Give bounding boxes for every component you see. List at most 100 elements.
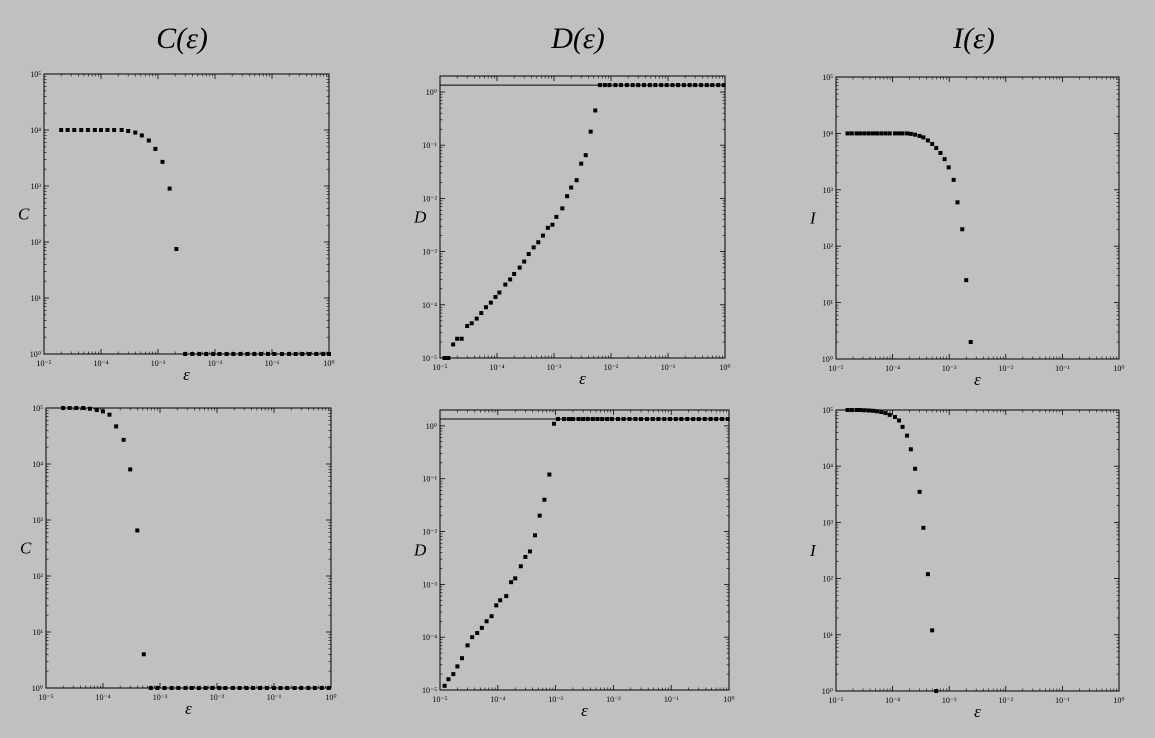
data-point-1-50 xyxy=(693,83,698,88)
data-point-4-47 xyxy=(679,417,684,422)
data-point-3-22 xyxy=(210,686,215,690)
x-tick-label-4-3: 10⁻² xyxy=(606,695,621,704)
data-point-0-1 xyxy=(65,128,70,132)
y-tick-label-1-5: 10⁰ xyxy=(426,88,437,97)
data-point-1-4 xyxy=(459,336,464,341)
y-tick-label-5-3: 10³ xyxy=(823,518,834,527)
data-point-2-8 xyxy=(879,131,884,136)
data-point-5-10 xyxy=(887,412,892,417)
data-point-1-3 xyxy=(455,336,460,341)
data-point-2-22 xyxy=(938,150,943,155)
title-d-epsilon: D(ε) xyxy=(551,22,605,55)
x-tick-label-1-4: 10⁻¹ xyxy=(661,363,676,372)
y-tick-label-0-0: 10⁰ xyxy=(30,350,41,359)
data-point-4-14 xyxy=(509,580,514,585)
data-point-2-23 xyxy=(942,157,947,162)
data-point-5-6 xyxy=(870,408,875,413)
x-tick-label-1-2: 10⁻³ xyxy=(547,363,562,372)
data-point-1-47 xyxy=(676,83,681,88)
data-point-3-34 xyxy=(292,686,297,690)
data-point-4-8 xyxy=(479,625,484,630)
x-axis-label-0: ε xyxy=(183,365,190,384)
data-point-3-38 xyxy=(319,686,324,690)
data-point-3-11 xyxy=(135,528,140,533)
x-tick-label-2-4: 10⁻¹ xyxy=(1055,364,1070,373)
data-point-0-22 xyxy=(211,352,216,356)
data-point-5-9 xyxy=(883,411,888,416)
x-tick-label-4-5: 10⁰ xyxy=(723,695,734,704)
data-point-4-28 xyxy=(576,417,581,422)
plot-frame-2 xyxy=(835,76,1120,360)
data-point-3-23 xyxy=(217,686,222,690)
data-point-2-19 xyxy=(925,138,930,143)
data-point-4-1 xyxy=(446,677,451,682)
data-point-4-23 xyxy=(552,421,557,426)
y-axis-label-4: D xyxy=(413,541,427,560)
data-point-2-21 xyxy=(934,146,939,151)
data-point-0-10 xyxy=(126,128,131,133)
data-point-1-22 xyxy=(545,225,550,230)
data-point-0-33 xyxy=(287,352,292,356)
data-point-3-4 xyxy=(87,406,92,411)
data-point-2-18 xyxy=(921,135,926,140)
data-point-3-0 xyxy=(61,406,66,410)
x-axis-label-2: ε xyxy=(974,370,981,389)
y-tick-label-0-3: 10³ xyxy=(31,182,42,191)
y-tick-label-1-0: 10⁻⁵ xyxy=(422,354,437,363)
data-point-1-5 xyxy=(465,323,470,328)
data-point-1-34 xyxy=(602,83,607,88)
data-point-1-13 xyxy=(503,282,508,287)
data-point-1-42 xyxy=(647,83,652,88)
y-tick-label-1-1: 10⁻⁴ xyxy=(422,301,437,310)
data-point-1-26 xyxy=(565,194,570,199)
data-point-1-41 xyxy=(642,83,647,88)
y-tick-label-0-1: 10¹ xyxy=(31,294,42,303)
y-tick-label-4-0: 10⁻⁵ xyxy=(422,686,437,695)
data-point-4-22 xyxy=(547,472,552,477)
data-point-3-25 xyxy=(230,686,235,690)
y-tick-label-3-3: 10³ xyxy=(33,516,44,525)
plot-frame-5 xyxy=(835,409,1120,692)
data-point-4-3 xyxy=(455,664,460,669)
x-axis-label-4: ε xyxy=(581,701,588,720)
data-point-3-39 xyxy=(326,686,331,690)
data-point-3-14 xyxy=(155,686,160,690)
data-point-1-32 xyxy=(593,108,598,113)
data-point-4-32 xyxy=(595,417,600,422)
data-point-0-9 xyxy=(119,128,124,132)
data-point-2-14 xyxy=(905,131,910,136)
data-point-0-25 xyxy=(231,352,236,356)
data-point-2-2 xyxy=(854,131,859,136)
data-point-4-34 xyxy=(605,417,610,422)
data-point-0-24 xyxy=(224,352,229,356)
data-point-1-14 xyxy=(508,277,513,282)
data-point-0-38 xyxy=(321,352,326,356)
data-point-4-49 xyxy=(691,417,696,422)
data-point-4-15 xyxy=(513,576,518,581)
data-point-2-0 xyxy=(845,131,850,136)
data-point-1-45 xyxy=(664,83,669,88)
x-tick-label-4-0: 10⁻⁵ xyxy=(432,695,447,704)
data-point-5-18 xyxy=(921,525,926,530)
y-tick-label-4-3: 10⁻² xyxy=(422,528,437,537)
data-point-1-38 xyxy=(624,83,629,88)
data-point-5-19 xyxy=(925,572,930,577)
data-point-3-9 xyxy=(121,437,126,442)
data-point-0-34 xyxy=(293,352,298,356)
x-tick-label-3-4: 10⁻¹ xyxy=(267,693,282,702)
data-point-3-19 xyxy=(189,686,194,690)
data-point-0-29 xyxy=(258,352,263,356)
data-point-0-16 xyxy=(167,186,172,191)
data-point-1-43 xyxy=(653,83,658,88)
data-point-4-10 xyxy=(489,614,494,619)
data-point-4-40 xyxy=(638,417,643,422)
data-point-0-30 xyxy=(265,352,270,356)
data-point-4-4 xyxy=(459,656,464,661)
data-point-4-25 xyxy=(562,417,567,422)
data-point-0-4 xyxy=(85,128,90,132)
data-point-1-19 xyxy=(531,245,536,250)
data-point-3-36 xyxy=(306,686,311,690)
data-point-3-1 xyxy=(67,406,72,410)
data-point-0-19 xyxy=(190,352,195,356)
data-point-0-36 xyxy=(307,352,312,356)
